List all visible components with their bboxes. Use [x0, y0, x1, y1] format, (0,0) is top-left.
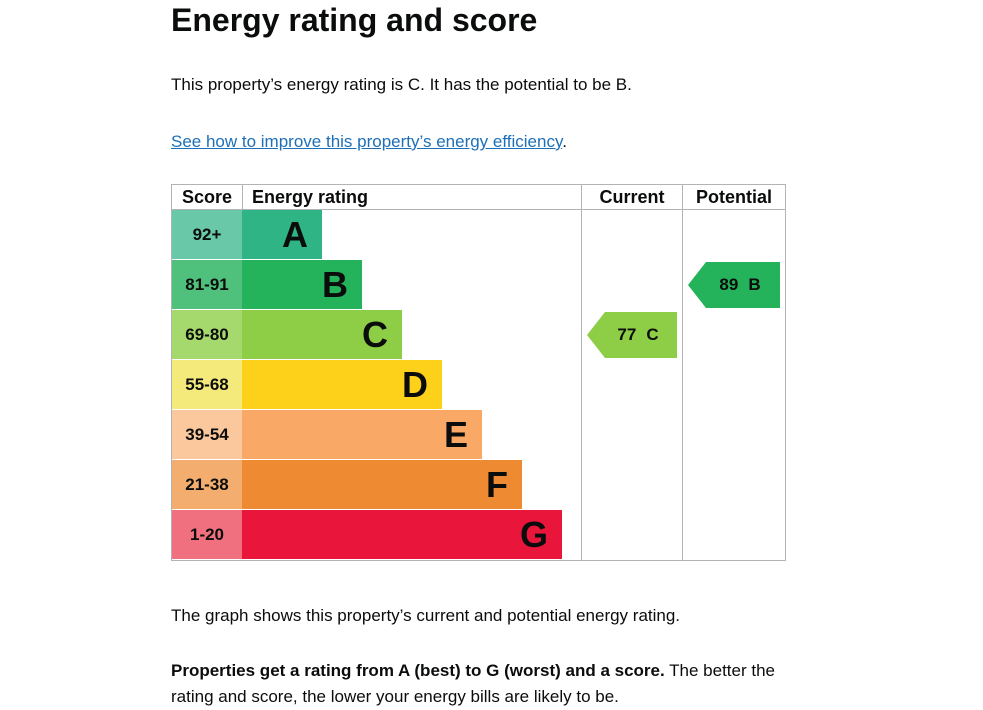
potential-column-cell: [682, 260, 785, 310]
band-score-range: 81-91: [172, 260, 242, 310]
band-bar-area: B: [242, 260, 581, 310]
band-bar: G: [242, 510, 562, 560]
potential-column-cell: [682, 510, 785, 560]
band-letter: G: [519, 513, 548, 555]
main-content: Energy rating and score This property’s …: [171, 0, 786, 710]
current-column-cell: [581, 410, 682, 460]
potential-column-cell: [682, 360, 785, 410]
chart-caption: The graph shows this property’s current …: [171, 606, 681, 625]
potential-column-cell: [682, 210, 785, 260]
current-column-cell: [581, 260, 682, 310]
band-letter: F: [486, 463, 508, 505]
band-bar-area: F: [242, 460, 581, 510]
band-letter: B: [322, 263, 348, 305]
band-bar-area: G: [242, 510, 581, 560]
band-bar: D: [242, 360, 442, 410]
current-column-cell: [581, 510, 682, 560]
band-score-range: 39-54: [172, 410, 242, 460]
band-bar-area: D: [242, 360, 581, 410]
band-score-range: 69-80: [172, 310, 242, 360]
current-band-letter: C: [646, 325, 659, 344]
potential-column-cell: [682, 310, 785, 360]
improve-efficiency-link[interactable]: See how to improve this property’s energ…: [171, 132, 563, 151]
improve-link-line: See how to improve this property’s energ…: [171, 129, 786, 154]
potential-score-value: 89: [719, 275, 739, 294]
current-column-cell: [581, 360, 682, 410]
band-bar-area: C: [242, 310, 581, 360]
footer-note-rest: The better the rating and score, the low…: [171, 661, 775, 706]
intro-text: This property’s energy rating is C. It h…: [171, 75, 632, 94]
column-header-current: Current: [581, 185, 682, 209]
current-column-cell: [581, 460, 682, 510]
column-header-energy-rating: Energy rating: [242, 185, 581, 209]
band-bar-area: E: [242, 410, 581, 460]
band-row-a: 92+ A: [172, 210, 785, 260]
band-bar: A: [242, 210, 322, 260]
band-bar: E: [242, 410, 482, 460]
potential-band-letter: B: [748, 275, 761, 294]
band-row-e: 39-54 E: [172, 410, 785, 460]
band-score-range: 55-68: [172, 360, 242, 410]
current-column-cell: [581, 310, 682, 360]
potential-rating-arrow: 89 B: [688, 262, 780, 308]
band-letter: C: [362, 313, 388, 355]
footer-note: Properties get a rating from A (best) to…: [171, 658, 786, 710]
band-letter: A: [282, 213, 308, 255]
chart-header-row: Score Energy rating Current Potential: [172, 185, 785, 210]
band-bar: C: [242, 310, 402, 360]
current-column-cell: [581, 210, 682, 260]
page-title: Energy rating and score: [171, 2, 538, 38]
band-bar-area: A: [242, 210, 581, 260]
band-score-range: 1-20: [172, 510, 242, 560]
current-rating-arrow: 77 C: [587, 312, 677, 358]
band-row-c: 69-80 C: [172, 310, 785, 360]
current-score-value: 77: [617, 325, 637, 344]
column-header-score: Score: [181, 187, 233, 207]
band-row-g: 1-20 G: [172, 510, 785, 560]
band-bar: F: [242, 460, 522, 510]
energy-rating-chart: Score Energy rating Current Potential 92…: [171, 184, 786, 561]
band-row-f: 21-38 F: [172, 460, 785, 510]
footer-note-bold: Properties get a rating from A (best) to…: [171, 661, 665, 680]
band-row-b: 81-91 B: [172, 260, 785, 310]
potential-column-cell: [682, 460, 785, 510]
column-header-potential: Potential: [682, 185, 785, 209]
chart-body: 92+ A 81-91 B 69-80 C: [172, 210, 785, 560]
band-letter: E: [443, 413, 468, 455]
band-row-d: 55-68 D: [172, 360, 785, 410]
link-suffix: .: [562, 132, 567, 151]
potential-column-cell: [682, 410, 785, 460]
band-letter: D: [402, 363, 428, 405]
band-score-range: 92+: [172, 210, 242, 260]
band-bar: B: [242, 260, 362, 310]
band-score-range: 21-38: [172, 460, 242, 510]
